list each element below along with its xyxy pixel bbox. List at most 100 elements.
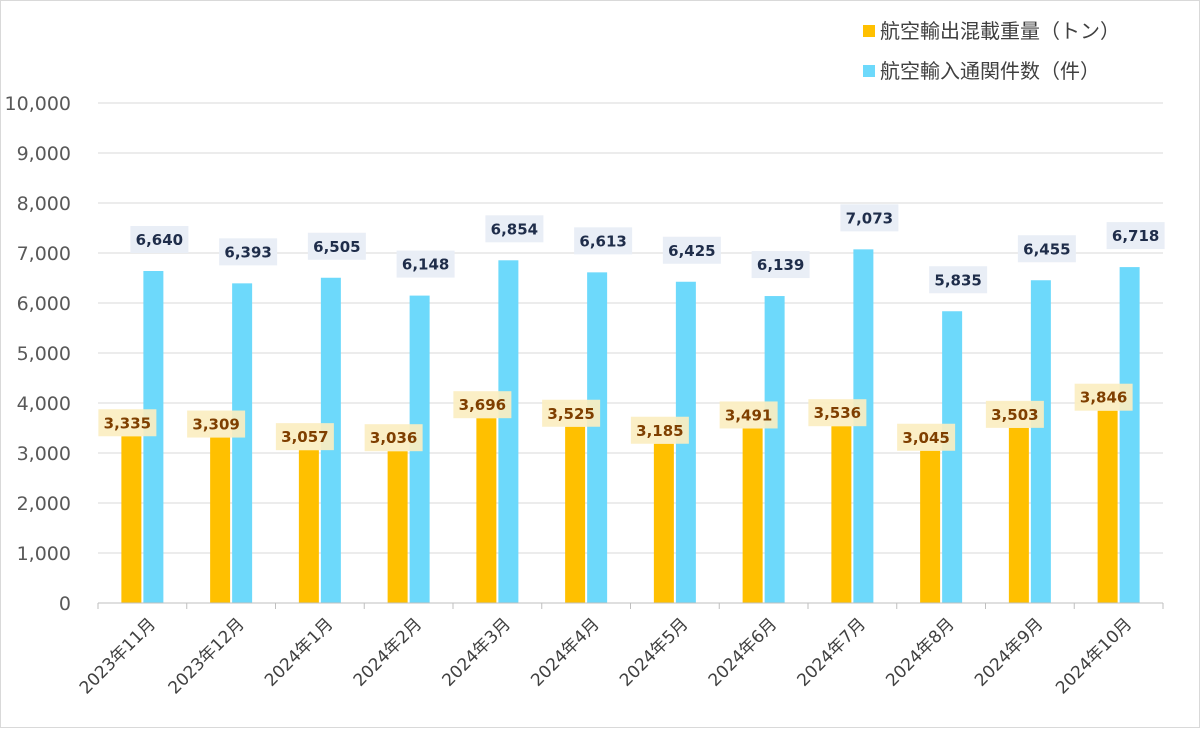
bar	[742, 428, 763, 603]
data-label-bg	[542, 399, 601, 427]
x-tick-label: 2024年10月	[1052, 614, 1136, 698]
x-tick-label: 2024年1月	[261, 614, 337, 690]
data-label-bg	[275, 423, 334, 451]
data-label-bg	[485, 215, 544, 243]
y-tick-label: 2,000	[17, 493, 71, 515]
data-label-bg	[396, 250, 455, 278]
bar	[143, 271, 164, 603]
data-label: 6,640	[136, 231, 183, 249]
data-label-bg	[98, 409, 157, 437]
data-label: 5,835	[934, 271, 981, 289]
y-tick-label: 10,000	[5, 93, 71, 115]
data-label-bg	[1017, 235, 1076, 263]
bar	[1008, 427, 1029, 603]
bar	[210, 437, 231, 603]
bar	[1030, 280, 1051, 603]
data-label-bg	[808, 399, 867, 427]
data-label: 3,536	[814, 404, 861, 422]
data-label-bg	[840, 204, 899, 232]
data-label-bg	[453, 391, 512, 419]
y-tick-label: 3,000	[17, 443, 71, 465]
y-tick-label: 7,000	[17, 243, 71, 265]
data-label: 6,718	[1112, 227, 1159, 245]
legend-label: 航空輸入通関件数（件）	[880, 59, 1100, 83]
y-tick-label: 6,000	[17, 293, 71, 315]
data-label: 3,525	[547, 405, 594, 423]
bar	[476, 418, 497, 603]
bar	[1119, 267, 1140, 603]
bar	[653, 443, 674, 603]
data-label-bg	[751, 251, 810, 279]
x-tick-label: 2024年7月	[793, 614, 869, 690]
bar	[387, 451, 408, 603]
bar	[232, 283, 253, 603]
bar	[831, 426, 852, 603]
legend-swatch	[863, 25, 875, 37]
data-label-bg	[187, 410, 246, 438]
data-label-bg	[662, 236, 721, 264]
bars	[121, 249, 1140, 603]
data-label: 6,505	[313, 238, 360, 256]
y-tick-label: 9,000	[17, 143, 71, 165]
data-label: 3,185	[636, 422, 683, 440]
bar	[565, 426, 586, 603]
bar	[587, 272, 608, 603]
data-label: 6,139	[757, 256, 804, 274]
x-tick-label: 2024年2月	[350, 614, 426, 690]
x-tick-label: 2024年6月	[705, 614, 781, 690]
legend-swatch	[863, 65, 875, 77]
x-tick-label: 2023年11月	[76, 614, 160, 698]
bar	[121, 436, 142, 603]
y-tick-label: 1,000	[17, 543, 71, 565]
bar	[1097, 410, 1118, 603]
x-tick-label: 2024年8月	[882, 614, 958, 690]
data-label-bg	[719, 401, 778, 429]
data-label-bg	[1074, 383, 1133, 411]
legend: 航空輸出混載重量（トン） 航空輸入通関件数（件）	[863, 19, 1120, 83]
x-tick-label: 2024年5月	[616, 614, 692, 690]
gridlines	[98, 102, 1163, 554]
data-label: 3,491	[725, 406, 772, 424]
data-label: 6,455	[1023, 240, 1070, 258]
x-axis: 2023年11月 2023年12月 2024年1月 2024年2月 2024年3月 202…	[76, 602, 1164, 698]
data-label-bg	[307, 232, 366, 260]
data-label: 6,613	[579, 232, 626, 250]
data-label: 7,073	[846, 209, 893, 227]
y-tick-label: 8,000	[17, 193, 71, 215]
data-label: 3,045	[902, 429, 949, 447]
data-label-bg	[897, 423, 956, 451]
data-label-bg	[219, 238, 278, 266]
data-label: 3,696	[459, 396, 506, 414]
data-label-bg	[630, 416, 689, 444]
data-label-bg	[985, 400, 1044, 428]
data-label-bg	[1106, 222, 1165, 250]
x-tick-label: 2023年12月	[165, 614, 249, 698]
bar	[498, 260, 519, 603]
bar	[298, 450, 319, 603]
x-tick-label: 2024年4月	[527, 614, 603, 690]
x-tick-label: 2024年9月	[971, 614, 1047, 690]
data-labels: 3,335 3,309 3,057 3,036 3,696 3,525 3,185 3,491…	[98, 204, 1165, 452]
data-label-bg	[364, 424, 423, 452]
data-label: 3,846	[1080, 389, 1127, 407]
data-label-bg	[929, 266, 988, 294]
y-axis: 0 1,000 2,000 3,000 4,000 5,000 6,000 7,000 8,00…	[5, 93, 71, 615]
bar	[764, 296, 785, 603]
y-tick-label: 5,000	[17, 343, 71, 365]
bar	[942, 311, 963, 603]
legend-label: 航空輸出混載重量（トン）	[880, 19, 1120, 43]
bar	[920, 450, 941, 603]
data-label: 3,335	[104, 414, 151, 432]
data-label: 3,503	[991, 406, 1038, 424]
data-label: 3,036	[370, 429, 417, 447]
data-label: 3,057	[281, 428, 328, 446]
data-label: 3,309	[192, 416, 239, 434]
data-label-bg	[574, 227, 633, 255]
data-label: 6,854	[491, 220, 538, 238]
y-tick-label: 0	[59, 593, 71, 615]
data-label: 6,425	[668, 242, 715, 260]
y-tick-label: 4,000	[17, 393, 71, 415]
x-tick-label: 2024年3月	[438, 614, 514, 690]
